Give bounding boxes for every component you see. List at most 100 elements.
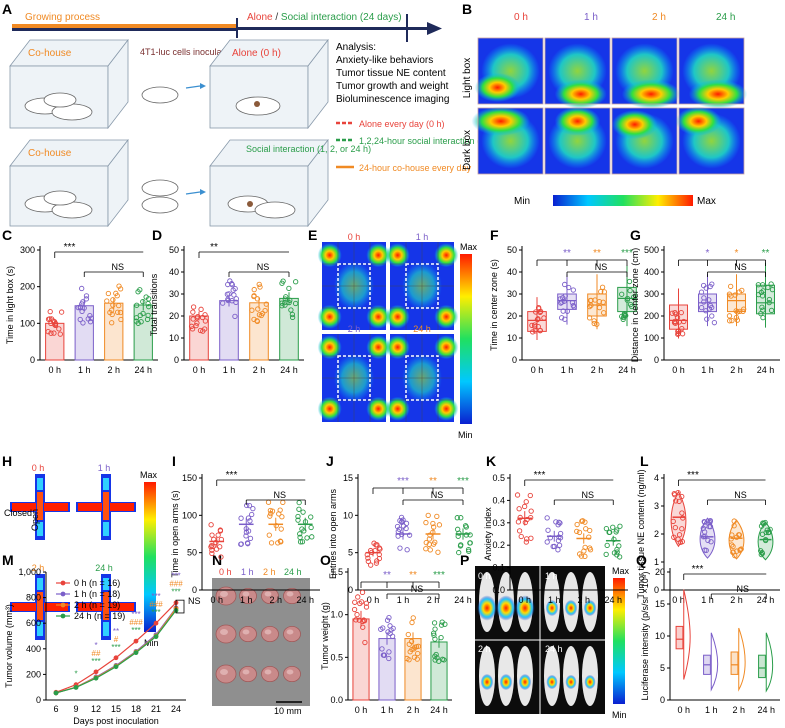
y-axis-label: Distance in center zone (cm)	[630, 248, 640, 363]
data-point	[755, 282, 761, 288]
arrow-head-icon	[200, 189, 206, 195]
x-tick-label: 1 h	[397, 595, 410, 605]
data-point	[438, 622, 445, 628]
data-point	[571, 304, 577, 310]
tile-label: 1 h	[416, 232, 429, 242]
cohouse-label-2: Co-house	[28, 148, 72, 159]
mouse-inoculation-icon	[141, 86, 179, 104]
x-tick-label: 2 h	[591, 365, 604, 375]
data-point	[562, 316, 568, 322]
data-point	[293, 279, 299, 285]
data-point	[109, 311, 115, 318]
inoculation-label: 4T1-luc cells inoculation	[140, 47, 236, 57]
panel-f: F 0 10 20 30 40 50 0 h 1 h 2 h 24 h Time in center …	[489, 227, 642, 375]
data-point	[233, 296, 239, 302]
data-point	[208, 522, 214, 528]
heat-spot	[688, 79, 748, 109]
data-point	[669, 310, 675, 316]
sig-label: **	[383, 570, 391, 581]
plus-maze-tile: 2 h	[10, 563, 70, 640]
y-axis-label: Anxiety index	[483, 507, 493, 561]
heat-spot	[385, 396, 410, 421]
data-point	[51, 330, 57, 336]
data-point	[87, 319, 94, 325]
data-point	[351, 606, 358, 613]
data-point	[365, 555, 371, 561]
data-point	[138, 319, 144, 325]
data-point	[679, 331, 686, 337]
data-point	[282, 299, 288, 306]
data-point	[414, 656, 420, 662]
data-point	[606, 529, 612, 535]
data-point	[530, 329, 536, 335]
colorbar-min: Min	[144, 638, 159, 648]
data-point	[457, 543, 464, 549]
data-point	[289, 311, 296, 318]
data-point	[731, 518, 737, 524]
data-point	[104, 298, 110, 304]
legend-marker	[60, 591, 66, 597]
y-tick-label: 800	[26, 593, 41, 603]
y-tick-label: 0	[30, 355, 35, 365]
data-point	[225, 297, 231, 304]
y-tick-label: 1,000	[18, 567, 41, 577]
data-point	[296, 499, 302, 506]
data-point	[286, 285, 292, 292]
data-point	[679, 493, 685, 500]
center-zone	[337, 355, 371, 401]
data-point	[308, 514, 314, 520]
tumor-highlight	[264, 591, 272, 597]
panel-label: J	[326, 453, 334, 469]
legend-marker	[60, 580, 66, 586]
colorbar-min: Min	[514, 196, 530, 207]
heat-closed-left	[12, 603, 36, 611]
data-point	[582, 553, 588, 559]
data-point	[768, 281, 774, 287]
mice-social-icon	[227, 195, 296, 219]
ns-label: NS	[736, 584, 749, 594]
data-point	[708, 539, 714, 545]
data-point	[115, 309, 121, 315]
y-tick-label: 600	[26, 618, 41, 628]
y-tick-label: 200	[20, 282, 35, 292]
data-point	[213, 546, 220, 552]
x-tick-label: 2 h	[407, 705, 420, 715]
data-point	[626, 278, 633, 285]
plus-maze-tile: 0 h	[10, 463, 70, 540]
data-point	[623, 312, 629, 319]
data-point	[434, 513, 440, 520]
heatmap-tile	[544, 37, 611, 109]
data-point	[359, 589, 366, 596]
timeline-phase-label: Alone / Social interaction (24 days)	[247, 12, 402, 23]
panel-label: M	[2, 552, 14, 568]
data-point	[425, 512, 431, 519]
heat-closed-right	[44, 503, 68, 511]
data-point	[616, 543, 622, 549]
bar	[352, 618, 370, 701]
data-point	[700, 282, 707, 289]
box	[730, 651, 739, 675]
half-violin	[738, 627, 746, 692]
y-tick-label: 3	[654, 501, 659, 511]
data-point	[676, 319, 682, 325]
y-tick-label: 20	[507, 311, 517, 321]
y-tick-label: 20	[169, 311, 179, 321]
data-point	[116, 302, 122, 309]
half-violin	[765, 632, 774, 693]
data-point	[673, 311, 679, 317]
data-point	[352, 599, 358, 605]
data-point	[537, 308, 544, 315]
y-tick-label: 0	[174, 355, 179, 365]
data-point	[581, 548, 587, 554]
data-point	[728, 293, 734, 299]
timeline-arrow-icon	[427, 22, 442, 35]
sig-mark: ##	[92, 649, 101, 658]
data-point	[528, 508, 534, 514]
social-box-label: Social interaction (1, 2, or 24 h)	[246, 144, 371, 154]
data-point	[454, 515, 460, 521]
ns-label: NS	[257, 262, 270, 272]
data-point	[433, 651, 439, 658]
data-point	[231, 292, 237, 298]
heat-center	[103, 592, 109, 620]
panel-label: I	[172, 453, 176, 469]
